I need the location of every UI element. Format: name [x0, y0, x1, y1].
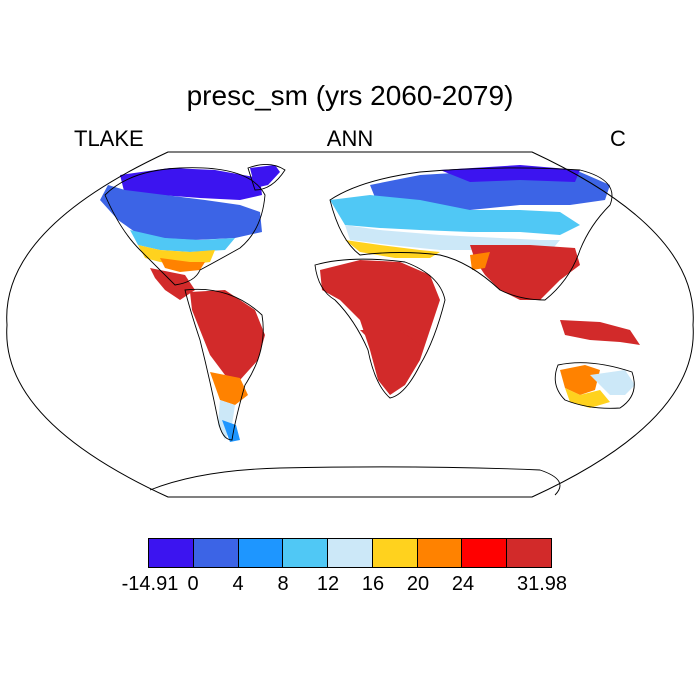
coastline: [554, 362, 635, 409]
data-region: [130, 230, 235, 252]
data-region: [138, 245, 215, 265]
colorbar-swatch: [372, 539, 418, 567]
colorbar-swatch: [149, 539, 194, 567]
coastline-layer: [104, 164, 635, 496]
colorbar-swatch: [462, 539, 508, 567]
data-region: [565, 388, 610, 408]
colorbar-tick-label: 20: [406, 573, 430, 595]
data-region: [120, 168, 262, 200]
data-region: [560, 365, 600, 395]
data-region: [440, 165, 580, 182]
colorbar-swatch: [417, 539, 463, 567]
colorbar-tick-label: 4: [232, 573, 244, 595]
colorbar-swatch: [283, 539, 329, 567]
colorbar-tick-label: 31.98: [516, 573, 568, 595]
data-region: [210, 372, 248, 405]
data-region: [250, 165, 280, 188]
colorbar-tick-label: 24: [451, 573, 475, 595]
data-region: [100, 185, 262, 240]
colorbar-swatch: [238, 539, 284, 567]
data-region: [218, 400, 235, 440]
colorbar-tick-label: 8: [277, 573, 289, 595]
colorbar-swatch: [507, 539, 552, 567]
map-title: presc_sm (yrs 2060-2079): [186, 80, 514, 111]
colorbar-tick-label: 16: [361, 573, 385, 595]
colorbar-tick-label: 0: [187, 573, 199, 595]
colorbar-tick-label: -14.91: [121, 573, 179, 595]
coastline: [149, 466, 561, 496]
colorbar-tick-label: 12: [316, 573, 340, 595]
data-fill-layer: [100, 165, 640, 442]
colorbar: [148, 538, 552, 568]
coastline: [314, 258, 446, 399]
data-region: [150, 268, 195, 300]
data-region: [590, 370, 635, 395]
colorbar-swatch: [193, 539, 239, 567]
colorbar-swatch: [328, 539, 373, 567]
data-region: [190, 290, 265, 380]
coastline: [104, 167, 266, 286]
data-region: [330, 195, 580, 235]
data-region: [160, 258, 205, 272]
units-label: C: [610, 126, 626, 151]
coastline: [184, 288, 264, 441]
data-region: [360, 330, 420, 360]
data-region: [470, 252, 490, 270]
data-region: [470, 245, 580, 300]
season-label: ANN: [326, 126, 374, 151]
data-region: [560, 320, 640, 345]
map-outline: [6, 151, 694, 498]
data-region: [345, 240, 440, 258]
coastline: [329, 167, 613, 301]
data-region: [222, 420, 240, 442]
case-label: TLAKE: [74, 126, 144, 151]
coastline: [247, 164, 286, 191]
data-region: [320, 260, 440, 395]
